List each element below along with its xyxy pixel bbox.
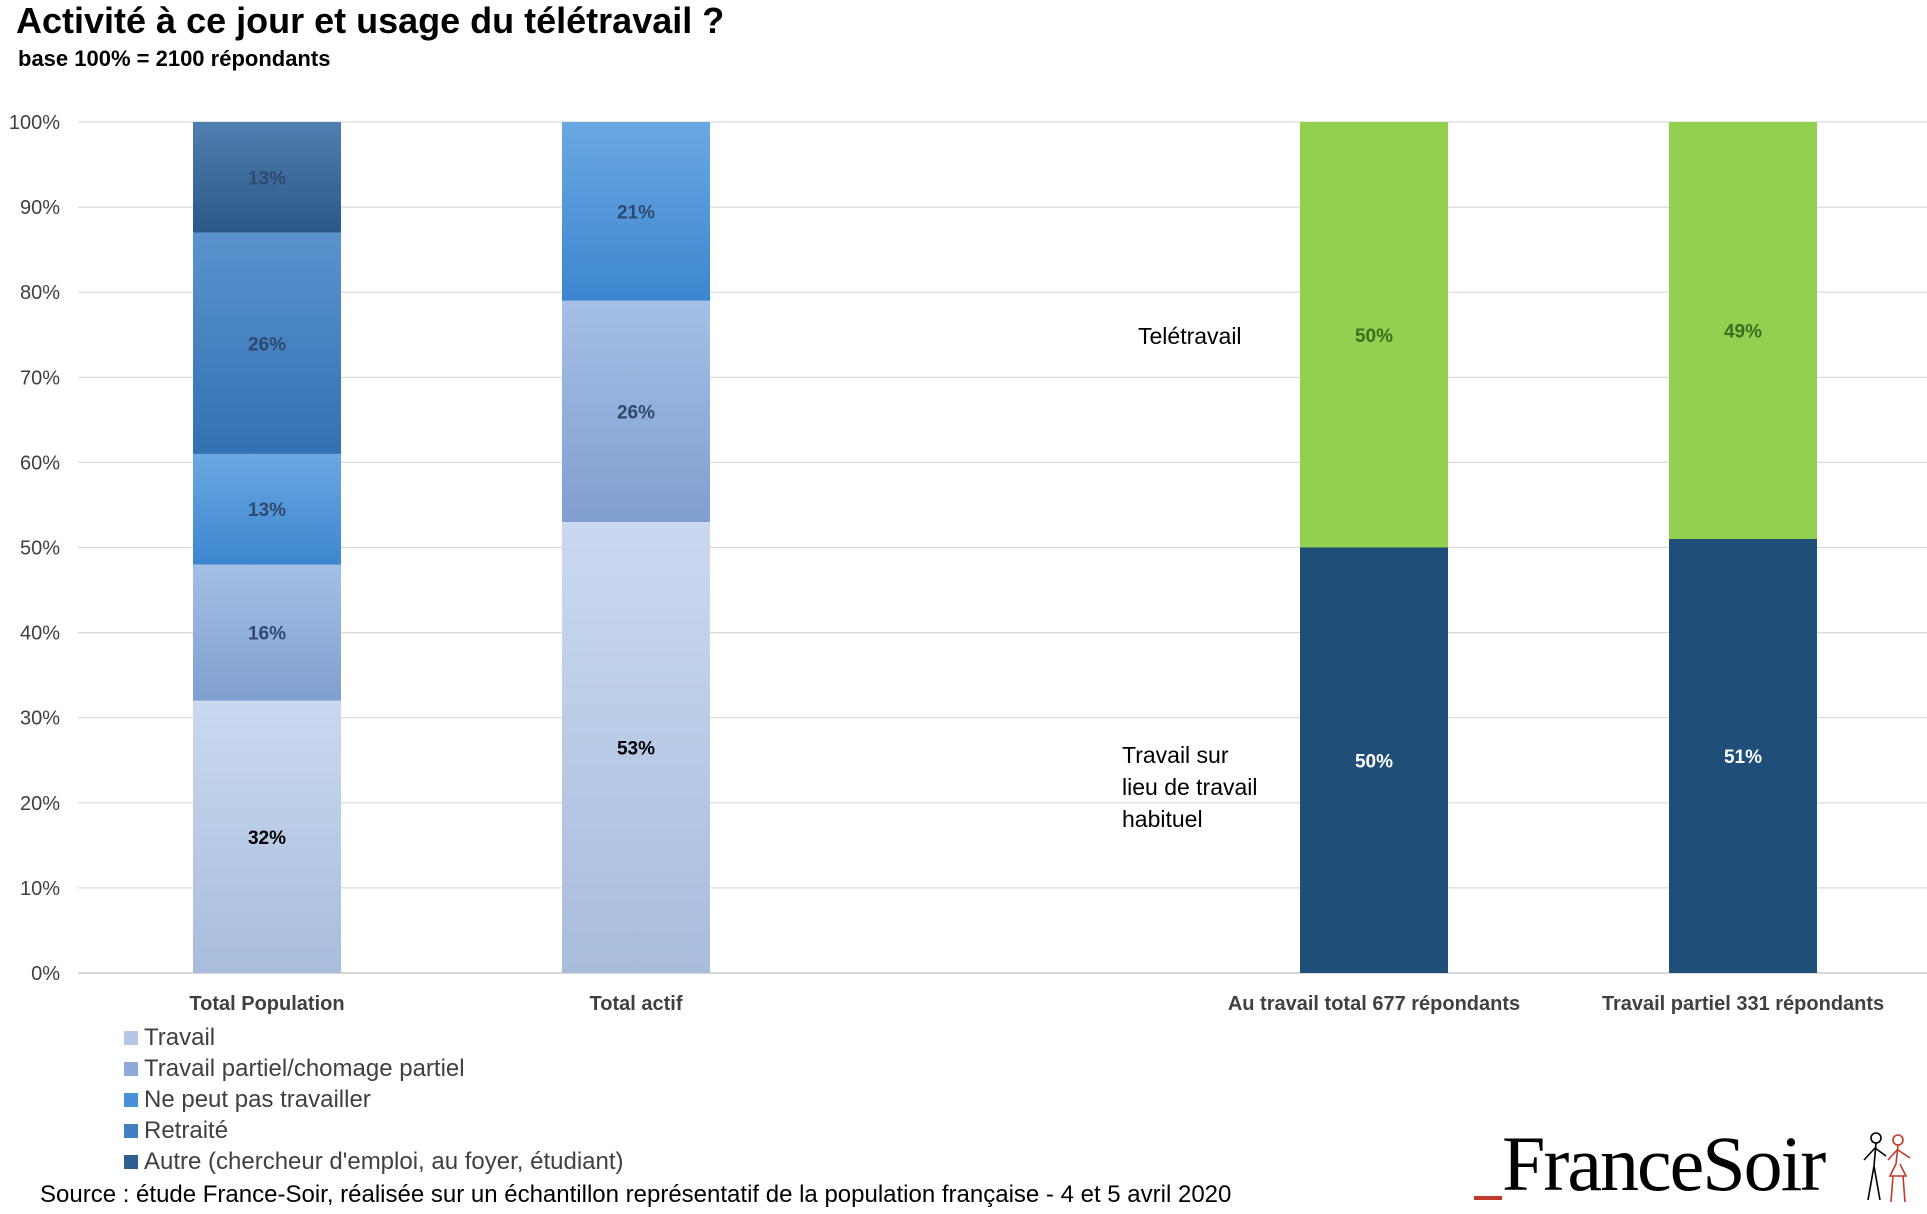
data-label: 50% bbox=[1355, 326, 1393, 347]
legend-swatch bbox=[124, 1123, 138, 1138]
data-label: 53% bbox=[617, 738, 655, 759]
bar-segment-teletravail bbox=[1669, 122, 1817, 539]
legend-swatch bbox=[124, 1030, 138, 1045]
chart-legend: Travail Travail partiel/chomage partiel … bbox=[124, 1022, 624, 1177]
legend-item-travail-partiel: Travail partiel/chomage partiel bbox=[124, 1053, 624, 1084]
data-label: 13% bbox=[248, 500, 286, 521]
x-category-label: Travail partiel 331 répondants bbox=[1602, 993, 1884, 1015]
legend-label: Retraité bbox=[144, 1117, 229, 1144]
data-label: 49% bbox=[1724, 321, 1762, 342]
bar-segment-travail bbox=[562, 521, 710, 973]
bar-segment-ne-peut-pas-travailler bbox=[193, 453, 341, 565]
legend-item-autre: Autre (chercheur d'emploi, au foyer, étu… bbox=[124, 1146, 624, 1177]
data-label: 26% bbox=[248, 334, 286, 355]
legend-label: Travail partiel/chomage partiel bbox=[144, 1055, 465, 1082]
y-tick-label: 80% bbox=[20, 282, 60, 304]
bar-segment-retraite bbox=[193, 232, 341, 454]
y-tick-label: 0% bbox=[31, 963, 60, 985]
legend-item-retraite: Retraité bbox=[124, 1115, 624, 1146]
bar-segment-travail bbox=[193, 700, 341, 973]
data-label: 26% bbox=[617, 402, 655, 423]
chart-subtitle: base 100% = 2100 répondants bbox=[18, 46, 331, 71]
y-tick-label: 40% bbox=[20, 623, 60, 645]
legend-swatch bbox=[124, 1154, 138, 1169]
bar-segment-travail-sur-lieu-de-travail-habituel bbox=[1669, 538, 1817, 973]
data-label: 16% bbox=[248, 624, 286, 645]
y-tick-label: 90% bbox=[20, 197, 60, 219]
stacked-bar-chart: 0% 10% 20% 30% 40% 50% 60% 70% 80% 90% 100% 32% 16% 1… bbox=[9, 112, 1927, 1015]
bar-segment-teletravail bbox=[1300, 122, 1448, 548]
data-label: 32% bbox=[248, 828, 286, 849]
legend-swatch bbox=[124, 1061, 138, 1076]
x-category-label: Au travail total 677 répondants bbox=[1228, 993, 1520, 1015]
francesoir-logo: FranceSoir bbox=[1474, 1122, 1914, 1210]
annotation-teletravail: Telétravail bbox=[1138, 323, 1242, 349]
data-label: 21% bbox=[617, 202, 655, 223]
chart-title: Activité à ce jour et usage du télétrava… bbox=[16, 0, 725, 41]
legend-label: Autre (chercheur d'emploi, au foyer, étu… bbox=[144, 1148, 624, 1175]
bar-segment-travail-sur-lieu-de-travail-habituel bbox=[1300, 547, 1448, 973]
legend-item-travail: Travail bbox=[124, 1022, 624, 1053]
bar-segment-travail-partiel-chomage-partiel bbox=[562, 300, 710, 522]
y-tick-label: 20% bbox=[20, 793, 60, 815]
y-tick-label: 60% bbox=[20, 452, 60, 474]
data-label: 51% bbox=[1724, 747, 1762, 768]
y-tick-label: 10% bbox=[20, 878, 60, 900]
y-tick-label: 50% bbox=[20, 538, 60, 560]
logo-accent-bar bbox=[1474, 1196, 1502, 1200]
legend-label: Ne peut pas travailler bbox=[144, 1086, 371, 1113]
bar-segment-travail-partiel-chomage-partiel bbox=[193, 564, 341, 701]
y-tick-label: 100% bbox=[9, 112, 60, 134]
logo-wordmark: FranceSoir bbox=[1502, 1120, 1826, 1207]
x-category-label: Total Population bbox=[189, 993, 344, 1015]
y-tick-label: 70% bbox=[20, 367, 60, 389]
bar-segment-ne-peut-pas-travailler bbox=[562, 122, 710, 301]
x-category-label: Total actif bbox=[590, 993, 683, 1015]
data-label: 50% bbox=[1355, 751, 1393, 772]
legend-swatch bbox=[124, 1092, 138, 1107]
bar-segment-autre-chercheur-d-emploi-au-foyer-etudiant bbox=[193, 122, 341, 233]
y-tick-label: 30% bbox=[20, 708, 60, 730]
annotation-travail-sur-lieu: Travail sur lieu de travail habituel bbox=[1122, 742, 1264, 832]
source-note: Source : étude France-Soir, réalisée sur… bbox=[40, 1181, 1232, 1208]
logo-figures-icon bbox=[1863, 1132, 1911, 1203]
data-label: 13% bbox=[248, 168, 286, 189]
legend-label: Travail bbox=[144, 1024, 216, 1051]
legend-item-ne-peut-pas-travailler: Ne peut pas travailler bbox=[124, 1084, 624, 1115]
